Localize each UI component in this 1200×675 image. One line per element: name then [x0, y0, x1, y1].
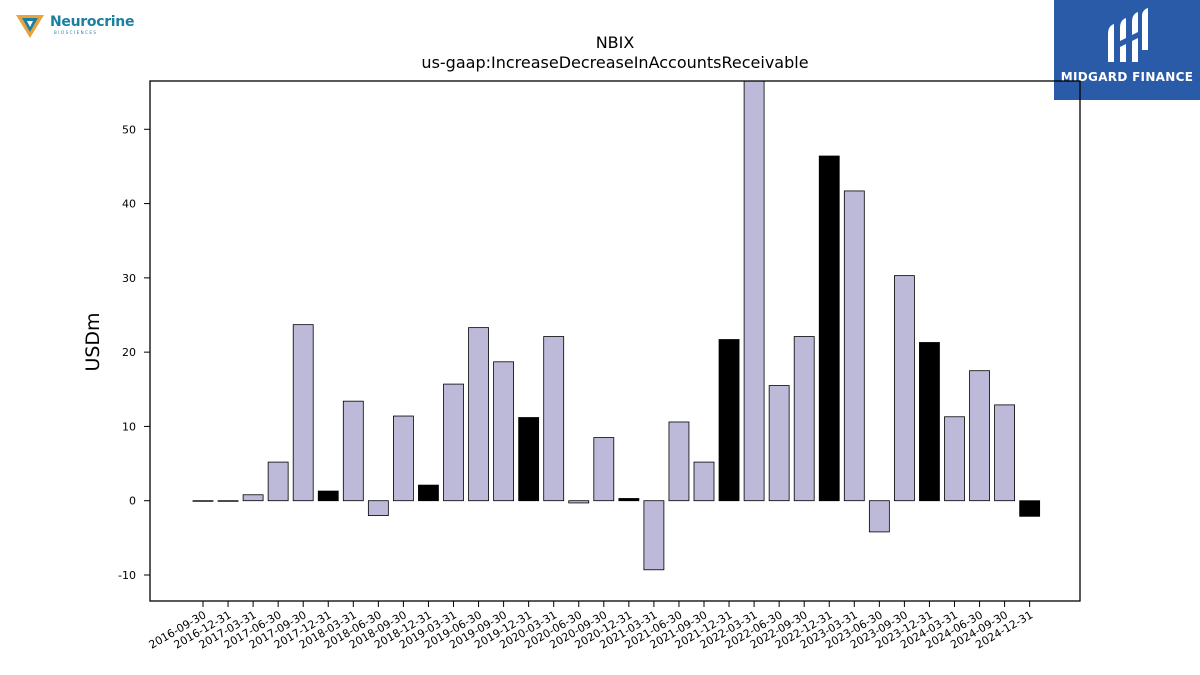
- neurocrine-logo-subtext: BIOSCIENCES: [54, 30, 98, 35]
- neurocrine-logo: Neurocrine BIOSCIENCES: [14, 12, 144, 42]
- bar-2022-12-31: [818, 155, 840, 502]
- neurocrine-logo-text: Neurocrine: [50, 14, 135, 30]
- plot-frame: [149, 80, 1081, 602]
- bar-2019-03-31: [443, 383, 464, 502]
- bar-2017-03-31: [242, 494, 264, 502]
- bar-2020-06-30: [568, 500, 590, 504]
- bar-2024-09-30: [994, 404, 1015, 502]
- y-tick-label: -10: [118, 569, 136, 582]
- bar-2021-06-30: [668, 421, 690, 502]
- bar-2022-06-30: [768, 385, 790, 502]
- y-tick-label: 0: [129, 495, 136, 508]
- bar-2019-09-30: [493, 361, 515, 502]
- bar-2021-09-30: [693, 461, 715, 502]
- bar-2023-12-31: [919, 342, 940, 502]
- x-axis-ticks: 2016-09-302016-12-312017-03-312017-06-30…: [147, 601, 1035, 652]
- bar-2016-09-30: [192, 500, 214, 502]
- y-axis-label: USDm: [82, 312, 104, 371]
- bar-2023-03-31: [843, 190, 865, 502]
- bar-2024-12-31: [1019, 500, 1041, 517]
- bar-2021-03-31: [643, 500, 665, 571]
- bar-2018-12-31: [418, 484, 439, 502]
- y-tick-label: 50: [122, 123, 136, 136]
- chart-subtitle: us-gaap:IncreaseDecreaseInAccountsReceiv…: [421, 53, 808, 72]
- bar-2023-09-30: [894, 275, 915, 502]
- y-tick-label: 10: [122, 420, 136, 433]
- bar-2016-12-31: [217, 500, 239, 502]
- bar-2018-09-30: [392, 415, 414, 502]
- bar-2023-06-30: [868, 500, 890, 533]
- midgard-logo-text: MIDGARD FINANCE: [1060, 70, 1194, 84]
- bar-2020-12-31: [618, 498, 640, 502]
- bar-2019-12-31: [518, 417, 540, 502]
- bar-2018-03-31: [342, 400, 364, 502]
- bar-2022-09-30: [793, 336, 815, 502]
- bars-group: [192, 80, 1041, 571]
- bar-2019-06-30: [468, 327, 489, 502]
- bar-2017-09-30: [292, 324, 314, 502]
- bar-2024-06-30: [969, 370, 990, 502]
- neurocrine-logo-icon: [16, 15, 44, 38]
- bar-2017-12-31: [317, 490, 339, 502]
- bar-2022-03-31: [743, 80, 765, 502]
- y-axis-ticks: -10 0 10 20 30 40 50: [118, 123, 150, 582]
- bar-2020-03-31: [543, 336, 565, 502]
- y-tick-label: 40: [122, 198, 136, 211]
- midgard-finance-logo: MIDGARD FINANCE: [1054, 0, 1200, 100]
- y-tick-label: 20: [122, 346, 136, 359]
- chart-title: NBIX: [596, 33, 635, 52]
- bar-2021-12-31: [718, 339, 740, 502]
- bar-2017-06-30: [267, 461, 289, 502]
- midgard-logo-mark-icon: [1108, 8, 1148, 62]
- bar-2020-09-30: [593, 437, 615, 502]
- y-tick-label: 30: [122, 272, 136, 285]
- bar-2024-03-31: [944, 416, 965, 502]
- bar-2018-06-30: [367, 500, 389, 516]
